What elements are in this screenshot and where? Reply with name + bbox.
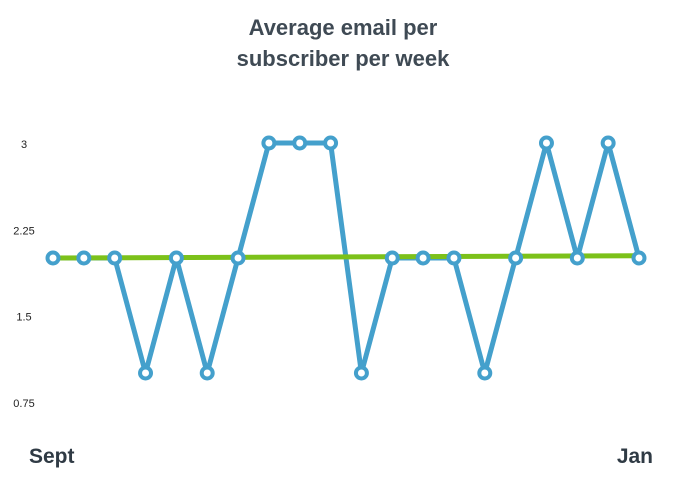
- data-point: [477, 365, 493, 381]
- x-tick-label-end: Jan: [617, 445, 653, 468]
- data-point: [199, 365, 215, 381]
- y-axis: 0.75 1.5 2.25 3: [13, 139, 34, 410]
- data-point: [508, 250, 524, 266]
- data-point: [168, 250, 184, 266]
- data-point: [600, 135, 616, 151]
- data-point: [415, 250, 431, 266]
- y-tick-label: 3: [21, 139, 27, 151]
- data-point: [230, 250, 246, 266]
- chart-title-line-1: Average email per: [248, 15, 438, 40]
- data-point: [292, 135, 308, 151]
- data-point: [261, 135, 277, 151]
- data-point: [631, 250, 647, 266]
- data-points: [45, 135, 647, 381]
- data-point: [538, 135, 554, 151]
- data-point: [384, 250, 400, 266]
- x-axis: Sept Jan: [29, 445, 653, 468]
- data-point: [353, 365, 369, 381]
- data-point: [569, 250, 585, 266]
- trend-line: [50, 253, 642, 261]
- data-point: [107, 250, 123, 266]
- y-tick-label: 2.25: [13, 225, 34, 237]
- data-point: [446, 250, 462, 266]
- data-point: [76, 250, 92, 266]
- data-point: [323, 135, 339, 151]
- data-point: [45, 250, 61, 266]
- x-tick-label-start: Sept: [29, 445, 75, 468]
- chart-title-line-2: subscriber per week: [236, 46, 450, 71]
- y-tick-label: 0.75: [13, 398, 34, 410]
- y-tick-label: 1.5: [16, 312, 31, 324]
- data-point: [138, 365, 154, 381]
- chart-title: Average email per subscriber per week: [0, 12, 676, 74]
